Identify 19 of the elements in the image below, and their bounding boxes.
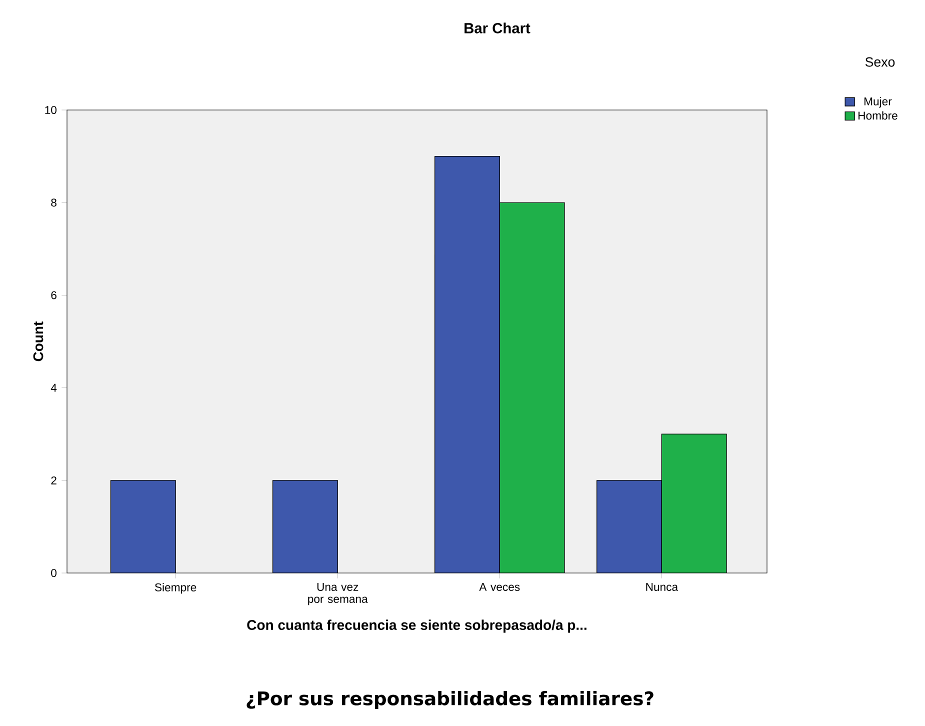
x-tick-label: Nunca (646, 583, 678, 591)
y-tick-label: 0 (51, 568, 57, 578)
y-tick-label: 6 (51, 291, 56, 300)
text: ¿Por sus responsabilidades familiares? (246, 690, 654, 710)
y-tick-label: 10 (45, 106, 57, 114)
bar (661, 434, 727, 573)
legend-label: Hombre (858, 111, 898, 120)
legend-title: Sexo (865, 57, 895, 67)
y-tick-label: 4 (50, 384, 57, 392)
legend-label: Mujer (864, 97, 892, 108)
x-tick-label: A veces (479, 583, 520, 591)
x-tick-label: Una vez por semana (308, 583, 368, 606)
x-tick-label: Siempre (154, 583, 196, 594)
x-axis-title: Con cuanta frecuencia se siente sobrepasado/a p... (247, 620, 586, 633)
chart-title: Bar Chart (464, 22, 530, 34)
y-tick-label: 8 (51, 198, 56, 207)
bar (499, 202, 565, 573)
y-axis-title: Count (33, 321, 44, 362)
y-tick-label: 2 (51, 476, 56, 484)
